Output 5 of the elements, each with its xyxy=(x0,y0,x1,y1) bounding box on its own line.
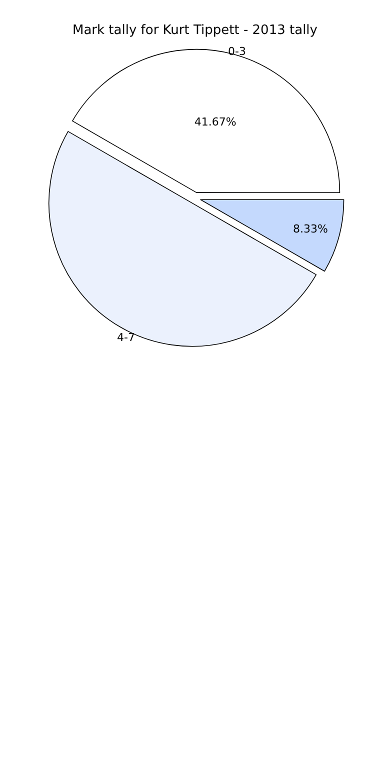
slice-label: 4-7 xyxy=(117,331,135,344)
data-label: 41.67% xyxy=(194,116,236,129)
slice-label: 0-3 xyxy=(228,45,246,58)
data-label: 8.33% xyxy=(292,222,328,236)
chart-title: Mark tally for Kurt Tippett - 2013 tally xyxy=(72,23,318,38)
